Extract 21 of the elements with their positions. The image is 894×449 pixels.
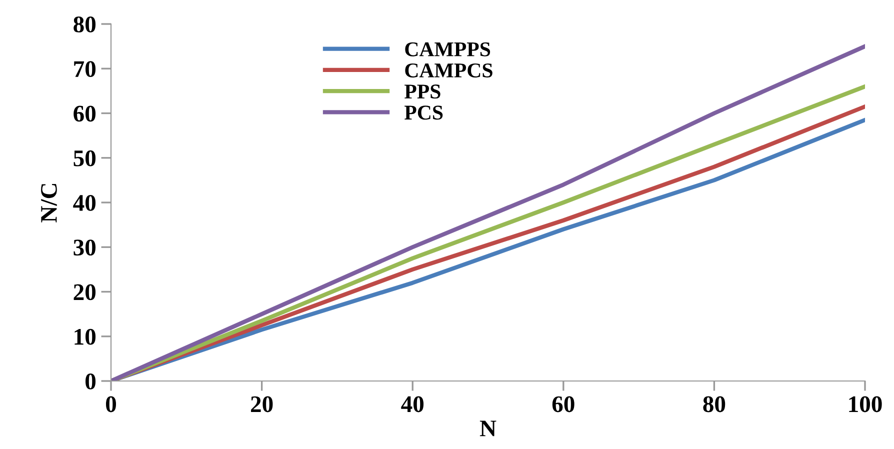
x-tick-label: 20 <box>250 396 273 412</box>
x-tick-label: 100 <box>849 396 882 412</box>
y-tick-label: 10 <box>74 328 96 345</box>
y-axis-title: N/C <box>41 184 57 222</box>
x-axis-title: N <box>480 420 496 436</box>
y-tick-label: 20 <box>74 284 96 300</box>
x-tick-label: 0 <box>106 396 116 412</box>
x-tick-label: 40 <box>401 396 424 412</box>
x-tick-label: 80 <box>703 396 726 412</box>
x-tick-label: 60 <box>552 396 574 412</box>
y-tick-label: 70 <box>74 61 96 78</box>
y-tick-label: 80 <box>74 16 96 32</box>
legend-label: CAMPPS <box>405 42 490 56</box>
y-tick-label: 50 <box>74 150 96 166</box>
y-tick-label: 30 <box>74 240 96 256</box>
legend-label: PCS <box>404 106 443 120</box>
y-tick-label: 40 <box>73 194 96 211</box>
y-tick-label: 0 <box>86 373 96 390</box>
legend-label: CAMPCS <box>405 63 492 78</box>
legend-label: PPS <box>404 84 440 99</box>
y-tick-label: 60 <box>74 106 96 122</box>
